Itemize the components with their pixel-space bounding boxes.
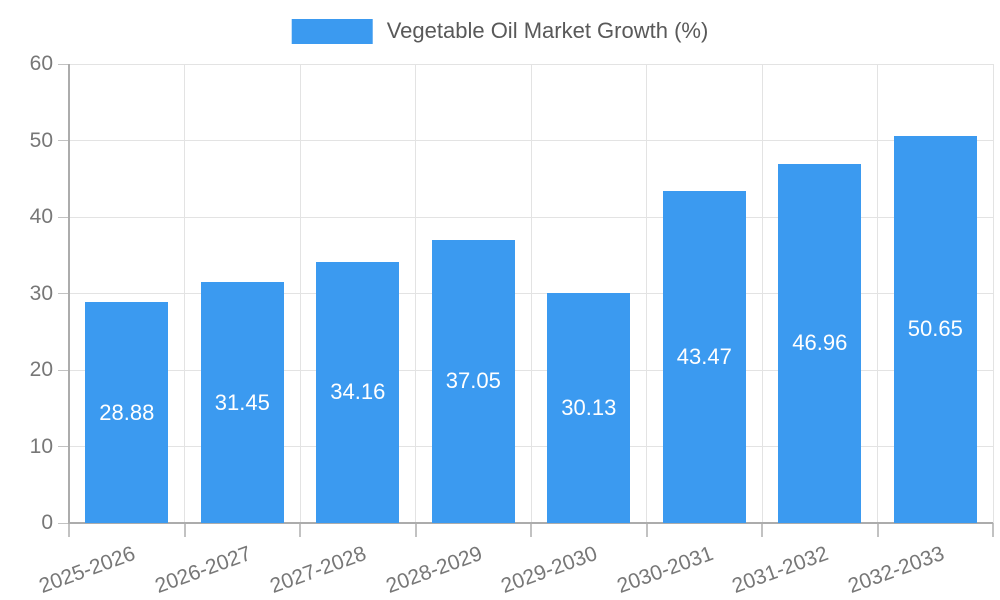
bar[interactable] [893,135,977,523]
x-tick-label: 2026-2027 [151,542,255,598]
bar[interactable] [200,282,284,523]
y-tick-mark [58,140,69,141]
y-tick-label: 20 [29,358,53,381]
bar[interactable] [431,239,515,523]
x-tick-label: 2028-2029 [382,542,486,598]
y-tick-label: 30 [29,281,53,305]
legend-swatch [291,18,373,44]
bar-value-label: 31.45 [214,389,270,415]
y-tick-mark [58,369,69,371]
bar[interactable] [778,163,862,523]
y-tick-mark [58,446,69,447]
gridline-x [530,64,532,523]
legend-label: Vegetable Oil Market Growth (%) [386,18,709,43]
y-tick-mark [58,216,69,218]
gridline-x [646,64,647,523]
gridline-x [992,64,994,523]
gridline-x [299,64,301,523]
y-tick-label: 60 [29,52,53,75]
y-tick-label: 40 [29,205,53,228]
x-axis-line [68,522,993,524]
bar[interactable] [547,292,631,523]
y-tick-mark [58,522,69,524]
bar-value-label: 34.16 [330,379,386,405]
y-tick-label: 10 [29,434,53,458]
chart-legend[interactable]: Vegetable Oil Market Growth (%) [291,18,709,44]
x-tick-mark [645,523,648,537]
y-tick-label: 0 [41,511,53,534]
gridline-x [761,64,763,523]
gridline-x [877,64,878,523]
bar-value-label: 46.96 [792,330,848,356]
x-tick-mark [530,523,532,537]
x-tick-label: 2032-2033 [844,542,948,598]
bar-value-label: 28.88 [99,399,155,425]
y-tick-mark [58,63,69,65]
x-tick-mark [876,523,879,537]
y-axis-line [68,64,70,523]
y-tick-mark [58,293,69,294]
x-tick-label: 2030-2031 [613,542,717,598]
bar[interactable] [85,302,169,523]
bar-value-label: 30.13 [561,394,617,420]
x-tick-mark [761,523,763,537]
gridline-x [415,64,416,523]
x-tick-mark [414,523,417,537]
bar[interactable] [662,190,746,523]
x-tick-label: 2027-2028 [267,542,370,598]
x-tick-label: 2031-2032 [729,542,832,598]
y-tick-label: 50 [29,128,53,152]
x-tick-mark [183,523,186,537]
gridline-x [184,64,185,523]
bar-value-label: 50.65 [907,316,963,342]
x-tick-label: 2025-2026 [36,542,139,598]
x-tick-mark [992,523,994,537]
bar-value-label: 37.05 [445,368,501,394]
x-tick-mark [299,523,301,537]
bar[interactable] [316,261,400,523]
bar-value-label: 43.47 [676,343,732,369]
x-tick-label: 2029-2030 [498,542,601,598]
x-tick-mark [68,523,70,537]
